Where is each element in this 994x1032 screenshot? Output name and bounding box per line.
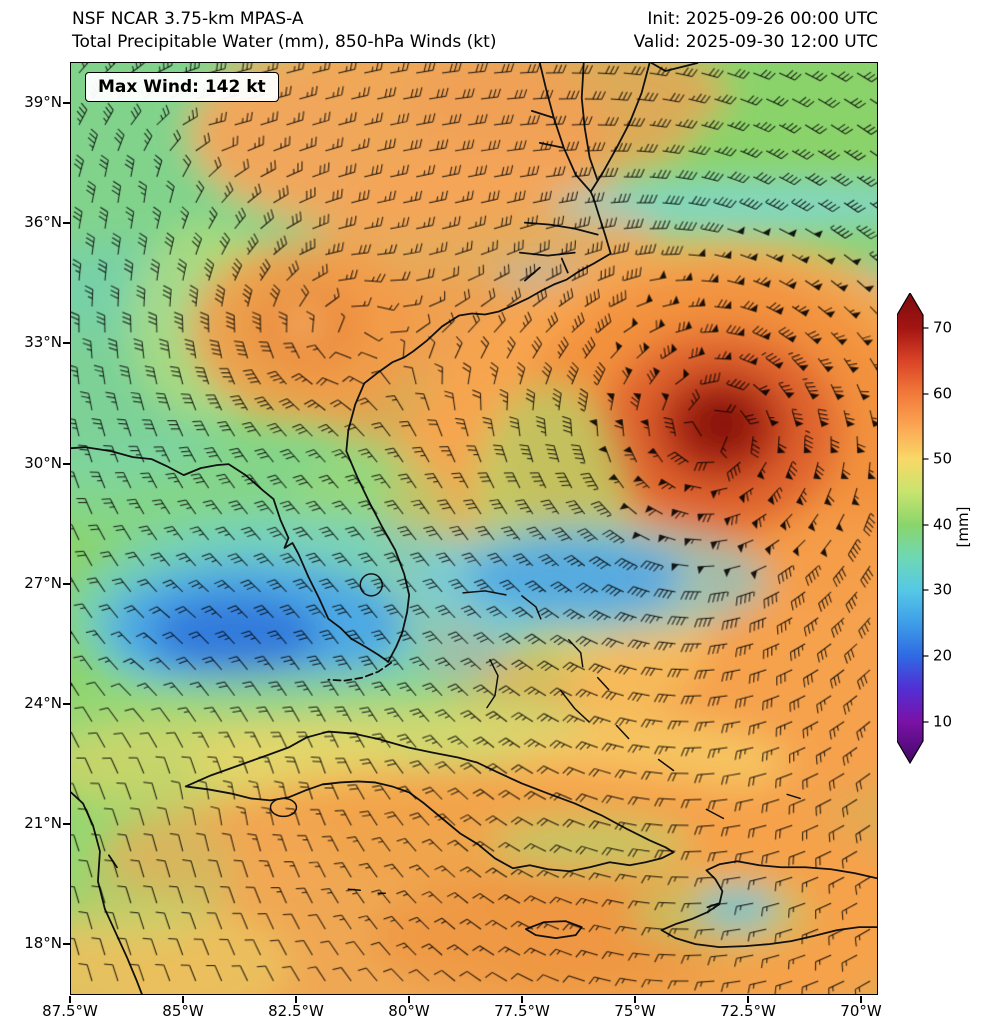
svg-text:10: 10 (933, 713, 952, 731)
colorbar: 70 60 50 40 30 20 10 (896, 291, 967, 771)
svg-text:50: 50 (933, 450, 952, 468)
init-time: Init: 2025-09-26 00:00 UTC (647, 9, 878, 29)
lat-tick-mark (63, 823, 70, 825)
lat-tick-mark (63, 703, 70, 705)
lat-label: 27°N (24, 574, 62, 592)
lon-label: 87.5°W (42, 1002, 98, 1020)
lat-tick-mark (63, 342, 70, 344)
svg-text:20: 20 (933, 647, 952, 665)
max-wind-annotation: Max Wind: 142 kt (85, 72, 279, 102)
lon-label: 77.5°W (494, 1002, 550, 1020)
lat-label: 24°N (24, 694, 62, 712)
lon-label: 72.5°W (720, 1002, 776, 1020)
lat-tick-mark (63, 943, 70, 945)
plot-title-block: NSF NCAR 3.75-km MPAS-A Total Precipitab… (72, 8, 496, 54)
lat-label: 18°N (24, 934, 62, 952)
lat-tick-mark (63, 102, 70, 104)
lon-tick-mark (634, 996, 636, 1003)
svg-text:40: 40 (933, 516, 952, 534)
lon-label: 82.5°W (268, 1002, 324, 1020)
svg-text:70: 70 (933, 319, 952, 337)
lon-tick-mark (860, 996, 862, 1003)
lat-label: 21°N (24, 814, 62, 832)
wind-barbs-layer (71, 63, 877, 994)
lat-tick-mark (63, 463, 70, 465)
colorbar-svg: 70 60 50 40 30 20 10 (896, 291, 952, 765)
lat-label: 30°N (24, 454, 62, 472)
lon-tick-mark (521, 996, 523, 1003)
lon-label: 70°W (840, 1002, 882, 1020)
lon-tick-mark (747, 996, 749, 1003)
svg-text:60: 60 (933, 385, 952, 403)
map-plot: Max Wind: 142 kt (70, 62, 878, 995)
lon-tick-mark (408, 996, 410, 1003)
lon-label: 80°W (388, 1002, 430, 1020)
model-name: NSF NCAR 3.75-km MPAS-A (72, 9, 304, 29)
svg-text:30: 30 (933, 581, 952, 599)
colorbar-tick-labels: 70 60 50 40 30 20 10 (933, 319, 952, 731)
lat-tick-mark (63, 583, 70, 585)
lon-label: 75°W (614, 1002, 656, 1020)
lat-label: 39°N (24, 93, 62, 111)
lat-label: 33°N (24, 333, 62, 351)
colorbar-units-label: [mm] (954, 506, 972, 548)
lon-tick-mark (295, 996, 297, 1003)
lon-label: 85°W (162, 1002, 204, 1020)
product-name: Total Precipitable Water (mm), 850-hPa W… (72, 32, 497, 52)
valid-time: Valid: 2025-09-30 12:00 UTC (633, 32, 878, 52)
lon-tick-mark (69, 996, 71, 1003)
lon-tick-mark (182, 996, 184, 1003)
plot-time-block: Init: 2025-09-26 00:00 UTC Valid: 2025-0… (634, 8, 878, 54)
lat-tick-mark (63, 222, 70, 224)
colorbar-tick-marks (923, 327, 929, 723)
lat-label: 36°N (24, 213, 62, 231)
colorbar-gradient-bar (896, 291, 924, 765)
